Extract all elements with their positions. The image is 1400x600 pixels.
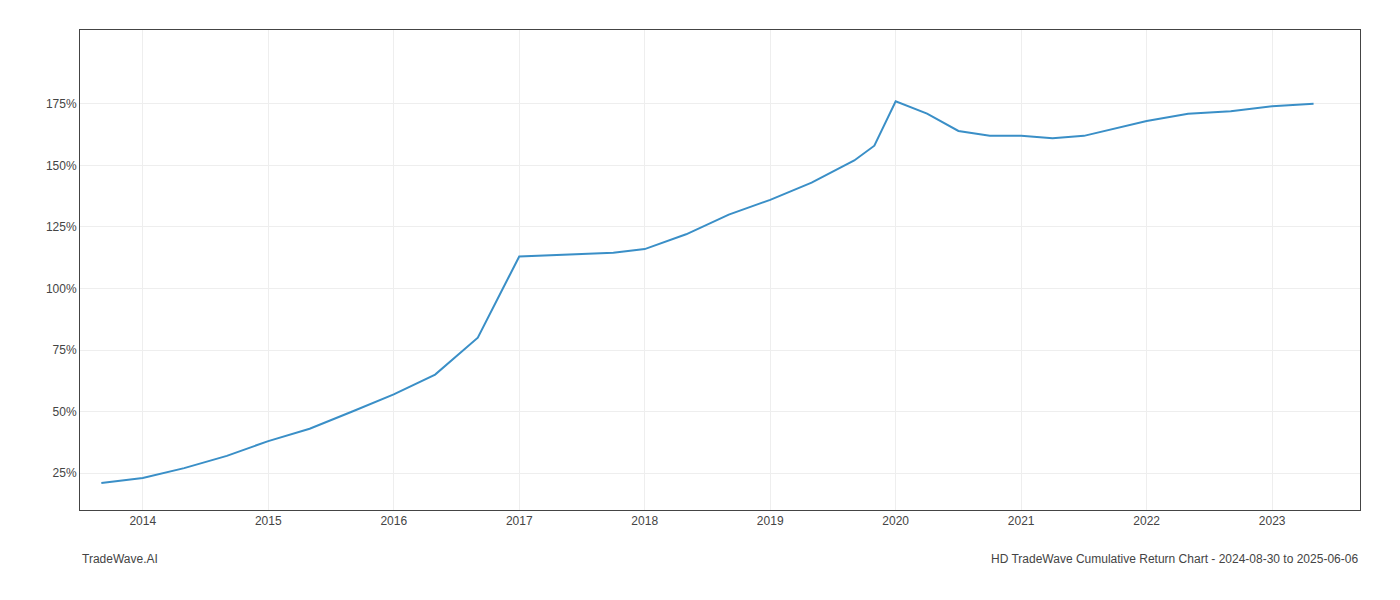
svg-text:2023: 2023 bbox=[1259, 514, 1286, 528]
svg-text:TradeWave.AI: TradeWave.AI bbox=[82, 552, 158, 566]
svg-text:2018: 2018 bbox=[631, 514, 658, 528]
svg-text:125%: 125% bbox=[46, 220, 77, 234]
svg-text:2020: 2020 bbox=[882, 514, 909, 528]
svg-text:150%: 150% bbox=[46, 159, 77, 173]
svg-text:2021: 2021 bbox=[1008, 514, 1035, 528]
svg-text:100%: 100% bbox=[46, 282, 77, 296]
svg-text:50%: 50% bbox=[53, 405, 77, 419]
svg-text:175%: 175% bbox=[46, 97, 77, 111]
svg-text:25%: 25% bbox=[53, 466, 77, 480]
svg-text:HD TradeWave Cumulative Return: HD TradeWave Cumulative Return Chart - 2… bbox=[991, 552, 1358, 566]
svg-text:2014: 2014 bbox=[129, 514, 156, 528]
svg-text:75%: 75% bbox=[53, 343, 77, 357]
svg-text:2016: 2016 bbox=[380, 514, 407, 528]
svg-text:2022: 2022 bbox=[1133, 514, 1160, 528]
svg-text:2017: 2017 bbox=[506, 514, 533, 528]
svg-text:2019: 2019 bbox=[757, 514, 784, 528]
svg-text:2015: 2015 bbox=[255, 514, 282, 528]
